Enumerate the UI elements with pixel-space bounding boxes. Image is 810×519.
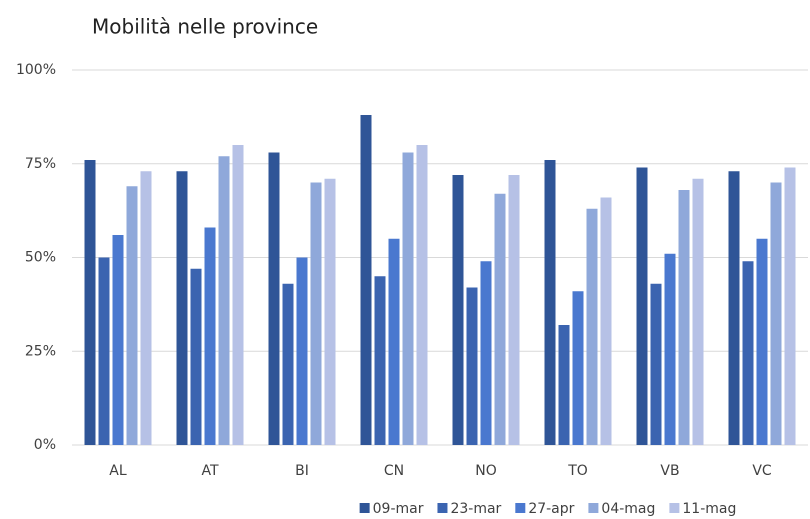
bar bbox=[452, 175, 464, 445]
bar bbox=[636, 167, 648, 445]
bar bbox=[232, 145, 244, 445]
legend-swatch bbox=[437, 503, 448, 513]
bar bbox=[190, 268, 202, 445]
x-tick-label: NO bbox=[475, 463, 497, 479]
bar bbox=[324, 178, 336, 445]
x-tick-label: VC bbox=[752, 463, 772, 479]
bar bbox=[84, 160, 96, 445]
y-tick-label: 100% bbox=[16, 62, 56, 78]
bar bbox=[664, 253, 676, 445]
bar bbox=[388, 238, 400, 445]
legend-label: 27-apr bbox=[528, 501, 574, 517]
bar bbox=[282, 283, 294, 445]
bar bbox=[140, 171, 152, 445]
bar bbox=[296, 257, 308, 445]
x-tick-label: VB bbox=[660, 463, 679, 479]
chart-title: Mobilità nelle province bbox=[92, 15, 318, 39]
legend-label: 04-mag bbox=[601, 501, 655, 517]
bar bbox=[558, 325, 570, 445]
legend-label: 23-mar bbox=[450, 501, 501, 517]
legend-swatch bbox=[669, 503, 680, 513]
legend-label: 09-mar bbox=[373, 501, 424, 517]
bar bbox=[310, 182, 322, 445]
bar bbox=[692, 178, 704, 445]
bar bbox=[586, 208, 598, 445]
bar bbox=[112, 235, 124, 445]
bar bbox=[374, 276, 386, 445]
bar bbox=[600, 197, 612, 445]
bar bbox=[360, 115, 372, 445]
bar bbox=[784, 167, 796, 445]
legend-swatch bbox=[515, 503, 526, 513]
bar bbox=[466, 287, 478, 445]
y-tick-label: 75% bbox=[25, 156, 56, 172]
bar bbox=[126, 186, 138, 445]
bar bbox=[678, 190, 690, 445]
bar bbox=[176, 171, 188, 445]
bar bbox=[756, 238, 768, 445]
bar bbox=[268, 152, 280, 445]
x-tick-label: TO bbox=[567, 463, 588, 479]
x-tick-label: CN bbox=[384, 463, 404, 479]
bar bbox=[508, 175, 520, 445]
bar bbox=[728, 171, 740, 445]
bar bbox=[480, 261, 492, 445]
bar bbox=[572, 291, 584, 445]
bar bbox=[204, 227, 216, 445]
legend-swatch bbox=[588, 503, 599, 513]
bar bbox=[402, 152, 414, 445]
bar bbox=[742, 261, 754, 445]
bar bbox=[770, 182, 782, 445]
x-tick-label: BI bbox=[295, 463, 309, 479]
y-tick-label: 50% bbox=[25, 250, 56, 266]
legend-swatch bbox=[359, 503, 370, 513]
bar bbox=[544, 160, 556, 445]
bar bbox=[98, 257, 110, 445]
x-tick-label: AT bbox=[201, 463, 218, 479]
y-tick-label: 0% bbox=[34, 437, 56, 453]
bar bbox=[650, 283, 662, 445]
legend-label: 11-mag bbox=[682, 501, 736, 517]
bar bbox=[494, 193, 506, 445]
bar bbox=[218, 156, 230, 445]
x-tick-label: AL bbox=[109, 463, 127, 479]
bar bbox=[416, 145, 428, 445]
y-tick-label: 25% bbox=[25, 343, 56, 359]
